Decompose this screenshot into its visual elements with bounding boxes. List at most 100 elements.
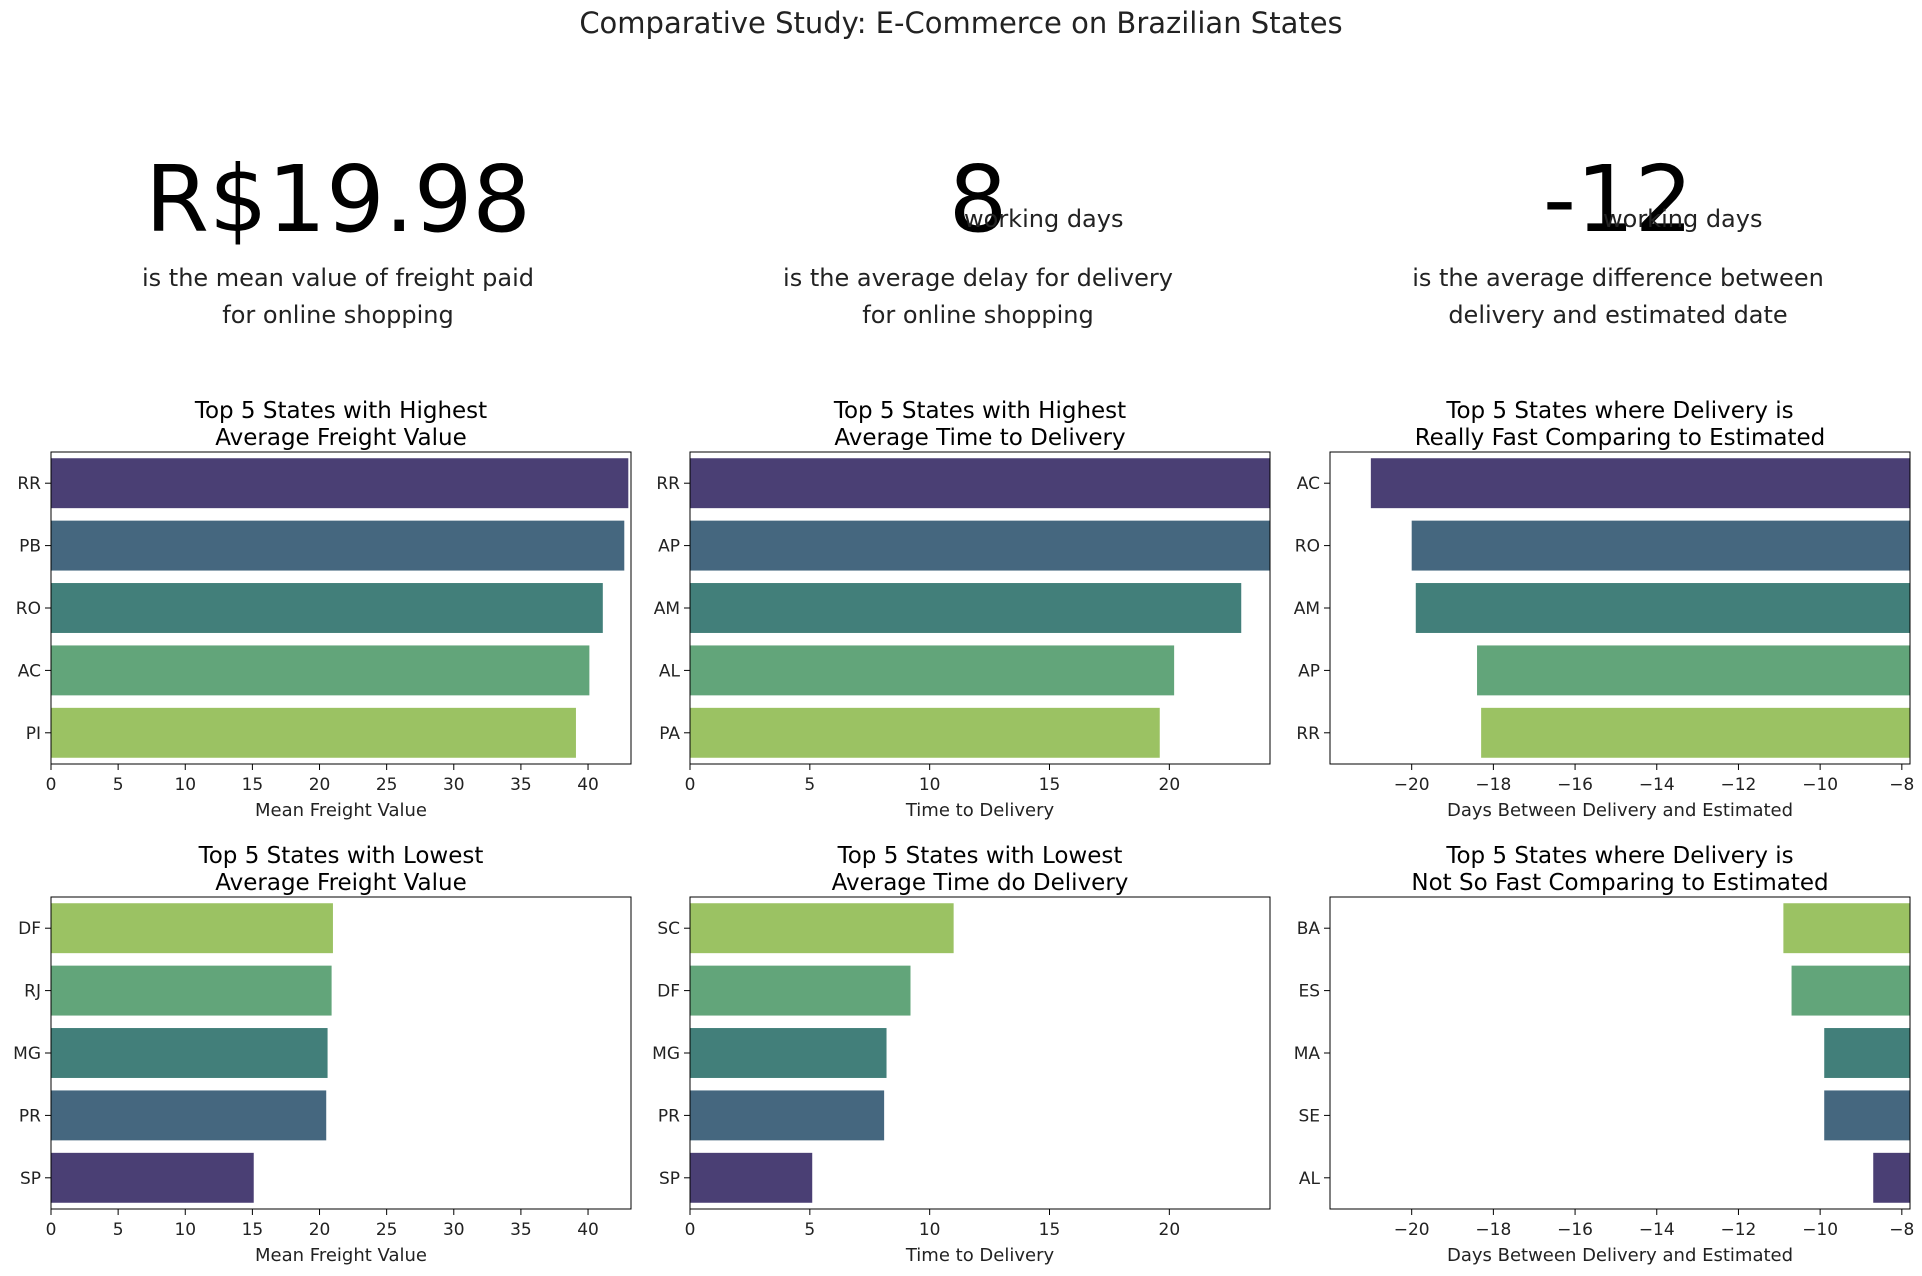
xtick-label: −20 [1394,1220,1430,1240]
ytick-label: DF [657,982,680,1002]
bar-PR [690,1090,885,1141]
kpi-difference: -12 working days is the average differen… [1298,150,1922,350]
ytick-label: AL [1299,1169,1321,1189]
chart-title-line: Average Freight Value [215,870,466,896]
xtick-label: 35 [510,1220,532,1240]
ytick-label: SC [657,919,680,939]
kpi-freight-desc-line1: is the mean value of freight paid [141,264,534,292]
chart-title-line: Average Freight Value [215,425,466,451]
bar-AL [1873,1152,1910,1203]
chart-title-line: Top 5 States with Highest [194,398,487,424]
xtick-label: 5 [113,775,124,795]
kpi-freight-value: R$19.98 [145,146,531,253]
bar-RO [1411,520,1910,571]
x-axis-label: Days Between Delivery and Estimated [1447,800,1793,821]
x-axis-label: Mean Freight Value [255,800,427,821]
xtick-label: 10 [919,775,941,795]
xtick-label: 0 [685,775,696,795]
bar-DF [690,965,911,1016]
x-axis-label: Time to Delivery [905,800,1055,821]
xtick-label: 15 [242,775,264,795]
xtick-label: −10 [1802,775,1838,795]
xtick-label: 5 [804,775,815,795]
x-axis-label: Time to Delivery [905,1245,1055,1266]
bar-AL [690,645,1175,696]
bar-AC [1370,458,1910,509]
bar-RR [690,458,1270,509]
chart-title-line: Not So Fast Comparing to Estimated [1411,870,1828,896]
kpi-delay-desc-line2: for online shopping [862,301,1094,329]
bar-RR [1481,707,1910,758]
xtick-label: 15 [1039,775,1061,795]
xtick-label: −10 [1802,1220,1838,1240]
ytick-label: RR [1296,724,1320,744]
chart-title-line: Average Time to Delivery [834,425,1125,451]
xtick-label: 5 [804,1220,815,1240]
xtick-label: 30 [443,1220,465,1240]
xtick-label: −8 [1889,1220,1914,1240]
xtick-label: 15 [242,1220,264,1240]
xtick-label: 25 [376,1220,398,1240]
kpi-difference-desc-line1: is the average difference between [1412,264,1824,292]
chart-title-line: Top 5 States where Delivery is [1445,398,1793,424]
xtick-label: 40 [577,775,599,795]
ytick-label: BA [1297,919,1321,939]
ytick-label: PR [658,1106,680,1126]
kpi-delay-desc-line1: is the average delay for delivery [783,264,1173,292]
xtick-label: −12 [1721,1220,1757,1240]
xtick-label: −14 [1639,1220,1675,1240]
ytick-label: RO [1295,537,1320,557]
kpi-delay-desc: is the average delay for delivery for on… [658,260,1298,334]
xtick-label: −8 [1889,775,1914,795]
bar-DF [51,903,333,954]
xtick-label: 35 [510,775,532,795]
bar-RO [51,583,603,633]
bar-SP [690,1152,813,1203]
bar-SP [51,1152,254,1203]
kpi-freight-desc-line2: for online shopping [222,301,454,329]
bar-PR [51,1090,327,1141]
ytick-label: AM [654,599,680,619]
ytick-label: DF [18,919,41,939]
xtick-label: 20 [309,775,331,795]
xtick-label: −16 [1557,775,1593,795]
xtick-label: 40 [577,1220,599,1240]
xtick-label: 5 [113,1220,124,1240]
ytick-label: ES [1298,982,1320,1002]
ytick-label: AC [18,661,41,681]
ytick-label: AM [1294,599,1320,619]
chart-title-line: Top 5 States with Highest [833,398,1126,424]
bar-ES [1791,965,1910,1016]
bar-MG [51,1028,328,1078]
chart-title-line: Top 5 States with Lowest [198,843,484,869]
bar-SE [1824,1090,1910,1141]
xtick-label: 0 [46,1220,57,1240]
ytick-label: AC [1297,474,1320,494]
bar-MG [690,1028,887,1078]
ytick-label: PB [19,537,41,557]
kpi-difference-value: -12 [1542,146,1694,253]
xtick-label: 30 [443,775,465,795]
ytick-label: PR [19,1106,41,1126]
bar-RJ [51,965,332,1016]
kpi-delay-value: 8 [948,146,1008,253]
kpi-difference-desc-line2: delivery and estimated date [1448,301,1788,329]
bar-AM [1415,583,1910,633]
ytick-label: SP [659,1169,680,1189]
bar-RR [51,458,629,509]
ytick-label: RR [656,474,680,494]
ytick-label: RJ [24,982,41,1002]
xtick-label: −16 [1557,1220,1593,1240]
ytick-label: PI [26,724,41,744]
xtick-label: 15 [1039,1220,1061,1240]
bar-MA [1824,1028,1910,1078]
xtick-label: −14 [1639,775,1675,795]
ytick-label: MG [13,1044,41,1064]
kpi-delay-unit: working days [964,205,1124,233]
bar-AC [51,645,590,696]
